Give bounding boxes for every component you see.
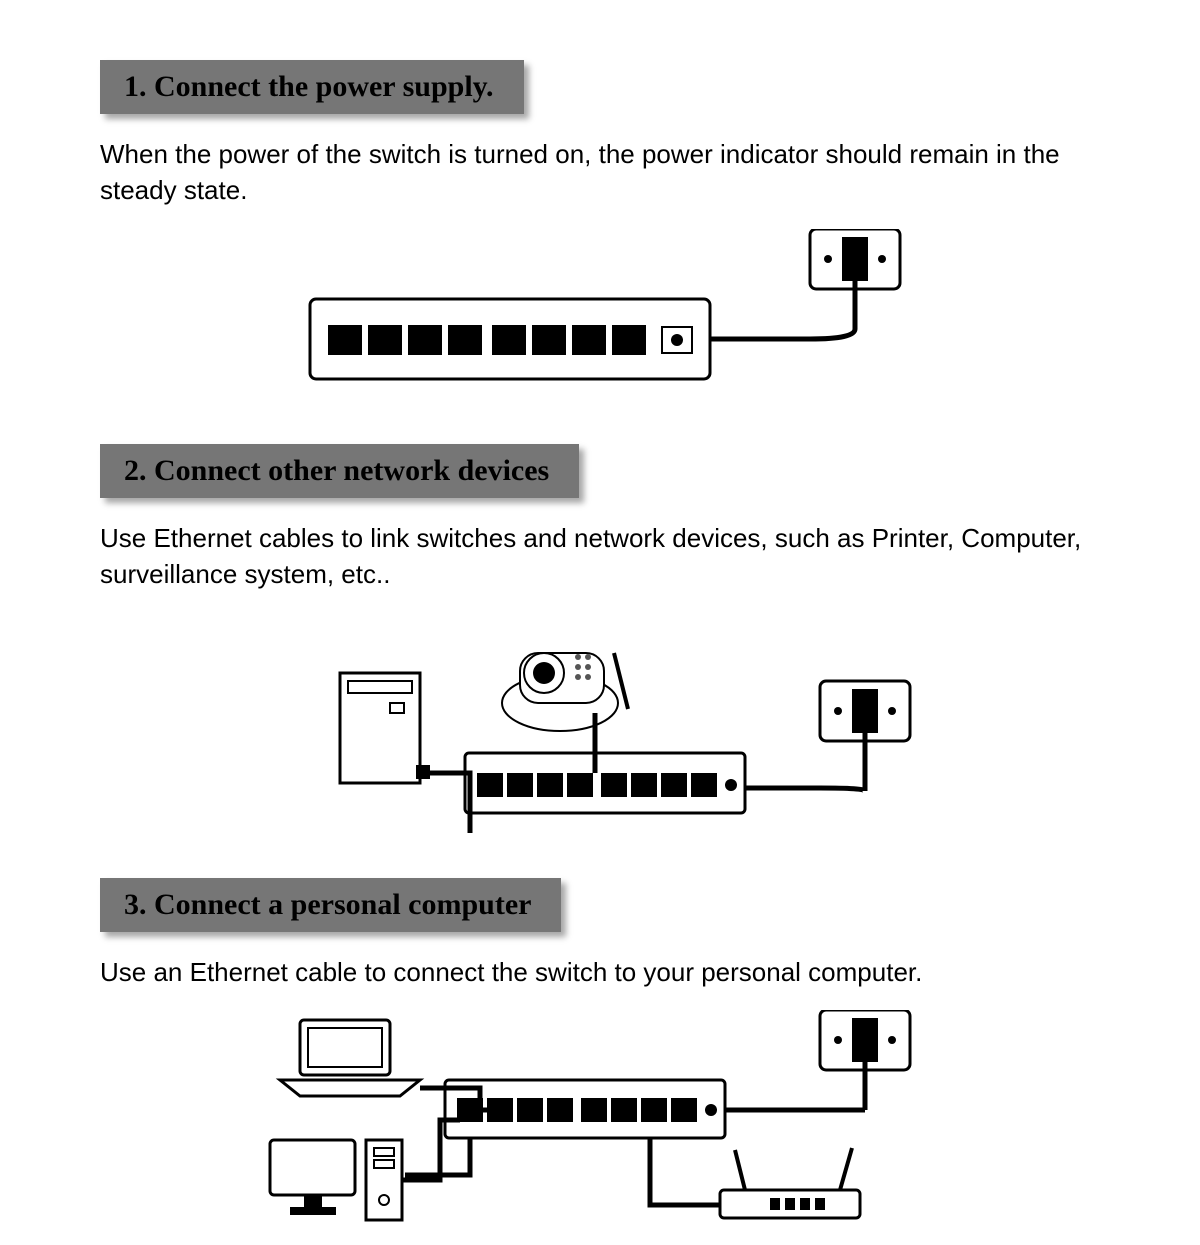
section-3-diagram: [100, 1010, 1100, 1245]
section-1: 1. Connect the power supply. When the po…: [100, 60, 1100, 404]
section-1-body: When the power of the switch is turned o…: [100, 136, 1100, 209]
section-2-diagram: [100, 613, 1100, 838]
section-3-heading: 3. Connect a personal computer: [100, 878, 561, 932]
section-3-body: Use an Ethernet cable to connect the swi…: [100, 954, 1100, 990]
section-2-heading: 2. Connect other network devices: [100, 444, 579, 498]
section-2-body: Use Ethernet cables to link switches and…: [100, 520, 1100, 593]
section-3: 3. Connect a personal computer Use an Et…: [100, 878, 1100, 1245]
section-1-diagram: [100, 229, 1100, 404]
section-2: 2. Connect other network devices Use Eth…: [100, 444, 1100, 838]
section-1-heading: 1. Connect the power supply.: [100, 60, 524, 114]
